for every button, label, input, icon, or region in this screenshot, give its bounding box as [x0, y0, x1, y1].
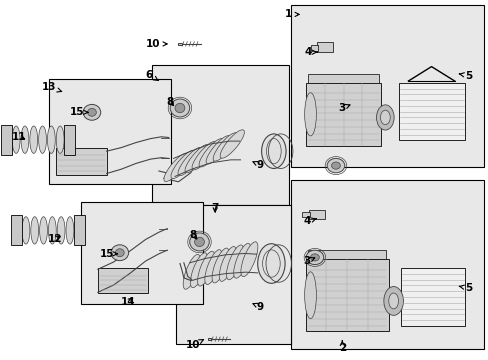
Text: 10: 10: [145, 39, 167, 49]
Ellipse shape: [305, 250, 323, 265]
Bar: [11, 215, 22, 246]
Ellipse shape: [213, 133, 237, 161]
Text: 3: 3: [303, 256, 314, 266]
Text: 10: 10: [185, 339, 203, 350]
Bar: [290, 5, 483, 167]
Ellipse shape: [376, 105, 393, 130]
Ellipse shape: [304, 272, 316, 319]
Ellipse shape: [170, 99, 189, 117]
Ellipse shape: [192, 141, 216, 170]
Bar: [1, 125, 12, 155]
Ellipse shape: [83, 104, 101, 120]
Bar: [400, 268, 464, 326]
Ellipse shape: [310, 254, 319, 261]
Text: 5: 5: [458, 71, 471, 81]
Text: 4: 4: [304, 47, 317, 57]
Ellipse shape: [331, 162, 340, 169]
Bar: [305, 83, 381, 146]
Ellipse shape: [388, 293, 398, 309]
Bar: [316, 42, 332, 52]
Ellipse shape: [183, 255, 200, 289]
Ellipse shape: [48, 217, 56, 244]
Ellipse shape: [189, 233, 209, 251]
Ellipse shape: [326, 158, 344, 173]
Text: 5: 5: [458, 283, 471, 293]
Ellipse shape: [171, 150, 195, 179]
Bar: [178, 42, 182, 45]
Ellipse shape: [380, 110, 389, 125]
Bar: [308, 210, 324, 219]
Ellipse shape: [40, 217, 47, 244]
Bar: [176, 205, 290, 344]
Ellipse shape: [261, 134, 285, 168]
Bar: [49, 79, 171, 184]
Text: 3: 3: [338, 103, 349, 113]
Text: 9: 9: [252, 160, 263, 170]
Ellipse shape: [257, 244, 285, 283]
Ellipse shape: [219, 247, 236, 282]
Text: 8: 8: [166, 96, 173, 107]
Ellipse shape: [184, 144, 209, 173]
Ellipse shape: [115, 249, 124, 257]
Text: 7: 7: [211, 203, 219, 213]
Ellipse shape: [190, 253, 207, 288]
Ellipse shape: [220, 130, 244, 158]
Text: 12: 12: [47, 234, 62, 244]
Bar: [151, 65, 288, 205]
Ellipse shape: [30, 126, 38, 153]
Ellipse shape: [178, 147, 202, 176]
Text: 15: 15: [99, 249, 117, 259]
Ellipse shape: [39, 126, 46, 153]
Ellipse shape: [194, 237, 204, 247]
Text: 13: 13: [41, 82, 61, 92]
Text: 14: 14: [121, 297, 135, 307]
Ellipse shape: [22, 217, 30, 244]
Bar: [64, 125, 75, 155]
Bar: [398, 83, 464, 140]
Text: 1: 1: [285, 9, 299, 19]
Text: 8: 8: [189, 230, 197, 240]
Text: 2: 2: [338, 341, 345, 354]
Bar: [207, 338, 211, 341]
Text: 15: 15: [70, 107, 88, 117]
Text: 4: 4: [303, 216, 316, 226]
Text: 11: 11: [12, 132, 27, 142]
Ellipse shape: [163, 153, 188, 181]
Text: 9: 9: [252, 302, 263, 312]
Bar: [74, 215, 84, 246]
Ellipse shape: [111, 245, 128, 261]
Ellipse shape: [175, 103, 184, 113]
Ellipse shape: [199, 139, 223, 167]
Bar: [56, 148, 106, 175]
Ellipse shape: [233, 243, 250, 278]
Bar: [81, 202, 203, 304]
Ellipse shape: [197, 251, 214, 286]
Ellipse shape: [66, 217, 74, 244]
Ellipse shape: [226, 245, 243, 280]
Ellipse shape: [21, 126, 29, 153]
Ellipse shape: [205, 136, 230, 164]
Ellipse shape: [31, 217, 39, 244]
Bar: [310, 45, 317, 51]
Ellipse shape: [12, 126, 20, 153]
Ellipse shape: [47, 126, 55, 153]
Bar: [307, 250, 386, 259]
Ellipse shape: [304, 93, 316, 136]
Bar: [307, 74, 378, 83]
Ellipse shape: [383, 287, 403, 315]
Ellipse shape: [87, 108, 96, 116]
Ellipse shape: [57, 217, 65, 244]
Ellipse shape: [212, 248, 228, 283]
Bar: [98, 268, 147, 293]
Bar: [305, 259, 388, 331]
Text: 6: 6: [145, 70, 158, 81]
Ellipse shape: [241, 242, 257, 276]
Ellipse shape: [204, 249, 222, 284]
Bar: [290, 180, 483, 349]
Bar: [301, 212, 309, 217]
Ellipse shape: [56, 126, 64, 153]
